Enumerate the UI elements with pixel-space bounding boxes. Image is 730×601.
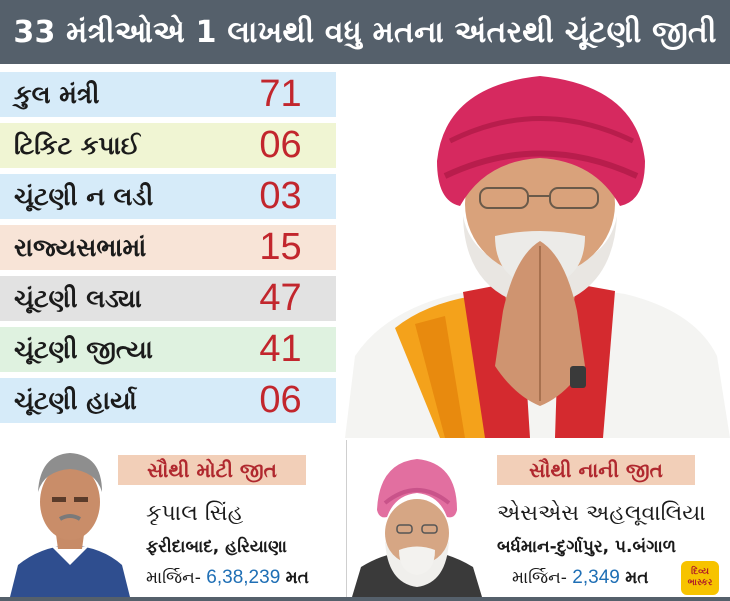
logo-line-1: દિવ્ય — [691, 567, 709, 577]
biggest-win-place: ફરીદાબાદ, હરિયાણા — [146, 537, 287, 557]
panel-divider — [346, 440, 347, 600]
smallest-win-tag: સૌથી નાની જીત — [497, 455, 695, 485]
margin-unit: મત — [285, 568, 309, 588]
smallest-win-photo — [352, 459, 482, 597]
smallest-win-panel: સૌથી નાની જીત એસએસ અહલૂવાલિયા બર્ધમાન-દુ… — [347, 447, 730, 597]
margin-label: માર્જિન- — [146, 568, 201, 588]
divya-bhaskar-logo: દિવ્ય ભાસ્કર — [681, 561, 719, 595]
stat-value: 06 — [259, 379, 302, 421]
stat-row-did-not-contest: ચૂંટણી ન લડી 03 — [0, 174, 336, 221]
bottom-border — [0, 597, 730, 601]
stat-row-won: ચૂંટણી જીત્યા 41 — [0, 327, 336, 374]
stat-label: ચૂંટણી હાર્યા — [14, 385, 137, 415]
margin-value: 6,38,239 — [206, 567, 281, 588]
stat-row-ticket-cut: ટિકિટ કપાઈ 06 — [0, 123, 336, 170]
stat-label: ચૂંટણી ન લડી — [14, 181, 154, 211]
biggest-win-tag: સૌથી મોટી જીત — [118, 455, 306, 485]
margin-label: માર્જિન- — [512, 568, 567, 588]
biggest-win-margin: માર્જિન- 6,38,239 મત — [146, 567, 309, 589]
stat-label: ચૂંટણી લડ્યા — [14, 283, 142, 313]
margin-unit: મત — [625, 568, 649, 588]
stat-row-contested: ચૂંટણી લડ્યા 47 — [0, 276, 336, 323]
biggest-win-panel: સૌથી મોટી જીત કૃપાલ સિંહ ફરીદાબાદ, હરિયા… — [0, 447, 345, 597]
smallest-win-place: બર્ધમાન-દુર્ગાપુર, પ.બંગાળ — [497, 537, 676, 557]
stat-value: 06 — [259, 124, 302, 166]
stat-value: 03 — [259, 175, 302, 217]
smallest-win-margin: માર્જિન- 2,349 મત — [512, 567, 649, 589]
biggest-win-name: કૃપાલ સિંહ — [146, 501, 244, 526]
stat-label: ટિકિટ કપાઈ — [14, 130, 141, 160]
biggest-win-photo — [10, 453, 130, 597]
stat-row-total-ministers: કુલ મંત્રી 71 — [0, 72, 336, 119]
portrait-image — [345, 76, 730, 438]
stat-value: 47 — [259, 277, 302, 319]
stat-value: 71 — [259, 73, 302, 115]
stat-row-lost: ચૂંટણી હાર્યા 06 — [0, 378, 336, 425]
margin-value: 2,349 — [572, 567, 620, 588]
stat-label: ચૂંટણી જીત્યા — [14, 334, 153, 364]
stat-label: રાજ્યસભામાં — [14, 232, 147, 262]
smallest-win-name: એસએસ અહલૂવાલિયા — [497, 501, 706, 526]
stat-value: 15 — [259, 226, 302, 268]
stat-row-rajya-sabha: રાજ્યસભામાં 15 — [0, 225, 336, 272]
page-title: 33 મંત્રીઓએ 1 લાખથી વધુ મતના અંતરથી ચૂંટ… — [0, 0, 730, 64]
stat-label: કુલ મંત્રી — [14, 79, 100, 109]
logo-line-2: ભાસ્કર — [687, 578, 713, 588]
stat-value: 41 — [259, 328, 302, 370]
